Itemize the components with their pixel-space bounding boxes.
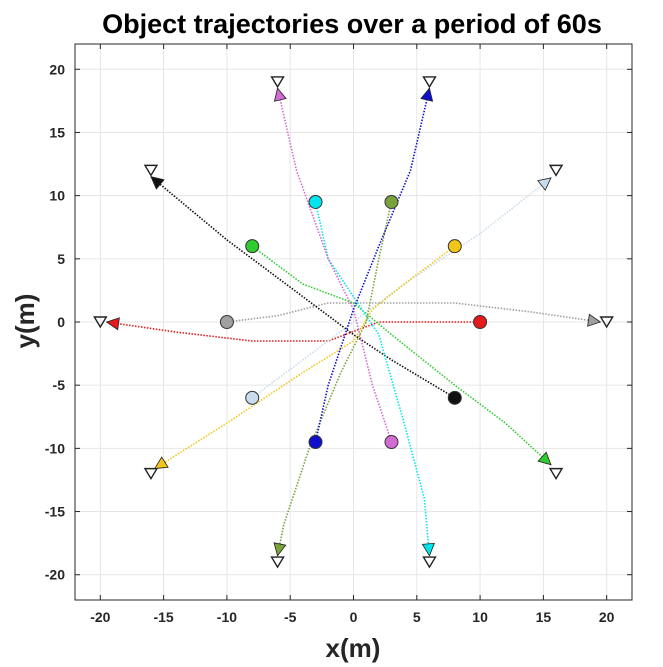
trajectory-line-4 <box>251 177 552 399</box>
y-tick-label: 10 <box>49 188 65 204</box>
start-marker-9 <box>384 194 399 209</box>
trajectory-line-1 <box>106 321 481 342</box>
y-tick-label: -5 <box>53 377 66 393</box>
trajectory-line-9 <box>276 201 393 556</box>
x-tick-label: 15 <box>536 609 552 625</box>
x-tick-label: -5 <box>284 609 297 625</box>
y-tick-label: 5 <box>57 251 65 267</box>
arrowhead-10 <box>420 87 434 102</box>
arrowhead-9 <box>273 542 287 557</box>
goal-triangle-6 <box>548 467 564 480</box>
goal-triangle-1 <box>93 316 108 329</box>
arrowhead-7 <box>421 542 435 557</box>
x-axis-label: x(m) <box>326 633 381 663</box>
arrowhead-1 <box>105 317 120 331</box>
goal-triangle-10 <box>422 76 437 89</box>
goal-triangle-3 <box>143 164 159 177</box>
trajectory-line-7 <box>314 201 431 556</box>
y-tick-label: -20 <box>45 567 65 583</box>
x-tick-label: 5 <box>413 609 421 625</box>
trajectory-line-6 <box>251 245 552 466</box>
arrowhead-6 <box>537 451 552 466</box>
arrowhead-5 <box>153 456 169 470</box>
trajectory-line-3 <box>150 176 456 399</box>
start-marker-8 <box>384 435 399 450</box>
start-marker-1 <box>473 315 488 329</box>
goal-triangle-5 <box>143 467 159 480</box>
goal-triangle-2 <box>599 316 614 329</box>
trajectory-line-8 <box>276 88 393 443</box>
arrowhead-8 <box>273 87 287 102</box>
start-marker-7 <box>308 194 323 209</box>
y-tick-label: -10 <box>45 440 65 456</box>
y-tick-label: 15 <box>49 124 65 140</box>
x-tick-label: -10 <box>217 609 237 625</box>
y-tick-label: -15 <box>45 504 65 520</box>
y-tick-label: 0 <box>57 314 65 330</box>
goal-triangle-8 <box>270 76 285 89</box>
start-marker-5 <box>447 239 462 254</box>
goal-triangle-7 <box>422 556 437 569</box>
y-tick-label: 20 <box>49 61 65 77</box>
goal-triangle-9 <box>270 556 285 569</box>
arrowhead-3 <box>150 176 165 190</box>
start-marker-3 <box>447 390 462 405</box>
start-marker-4 <box>245 390 260 405</box>
trajectories <box>106 88 601 556</box>
x-tick-label: 20 <box>599 609 615 625</box>
goal-triangle-4 <box>548 164 564 177</box>
x-tick-label: -15 <box>153 609 173 625</box>
x-tick-label: 10 <box>472 609 488 625</box>
x-tick-label: 0 <box>350 609 358 625</box>
markers <box>93 76 614 569</box>
x-tick-label: -20 <box>90 609 110 625</box>
start-marker-2 <box>219 315 234 329</box>
ticks: -20 -15 -10 -5 0 5 10 15 20 -20 -15 -10 -5 0 5 10 15 20 <box>45 44 632 625</box>
trajectory-line-2 <box>226 302 601 323</box>
trajectory-line-5 <box>154 245 456 470</box>
trajectory-line-10 <box>314 88 431 443</box>
y-axis-label: y(m) <box>10 294 40 349</box>
chart-title: Object trajectories over a period of 60s <box>102 9 602 39</box>
start-marker-10 <box>308 435 323 450</box>
start-marker-6 <box>245 239 260 254</box>
arrowhead-4 <box>537 177 552 191</box>
arrowhead-2 <box>587 313 602 327</box>
